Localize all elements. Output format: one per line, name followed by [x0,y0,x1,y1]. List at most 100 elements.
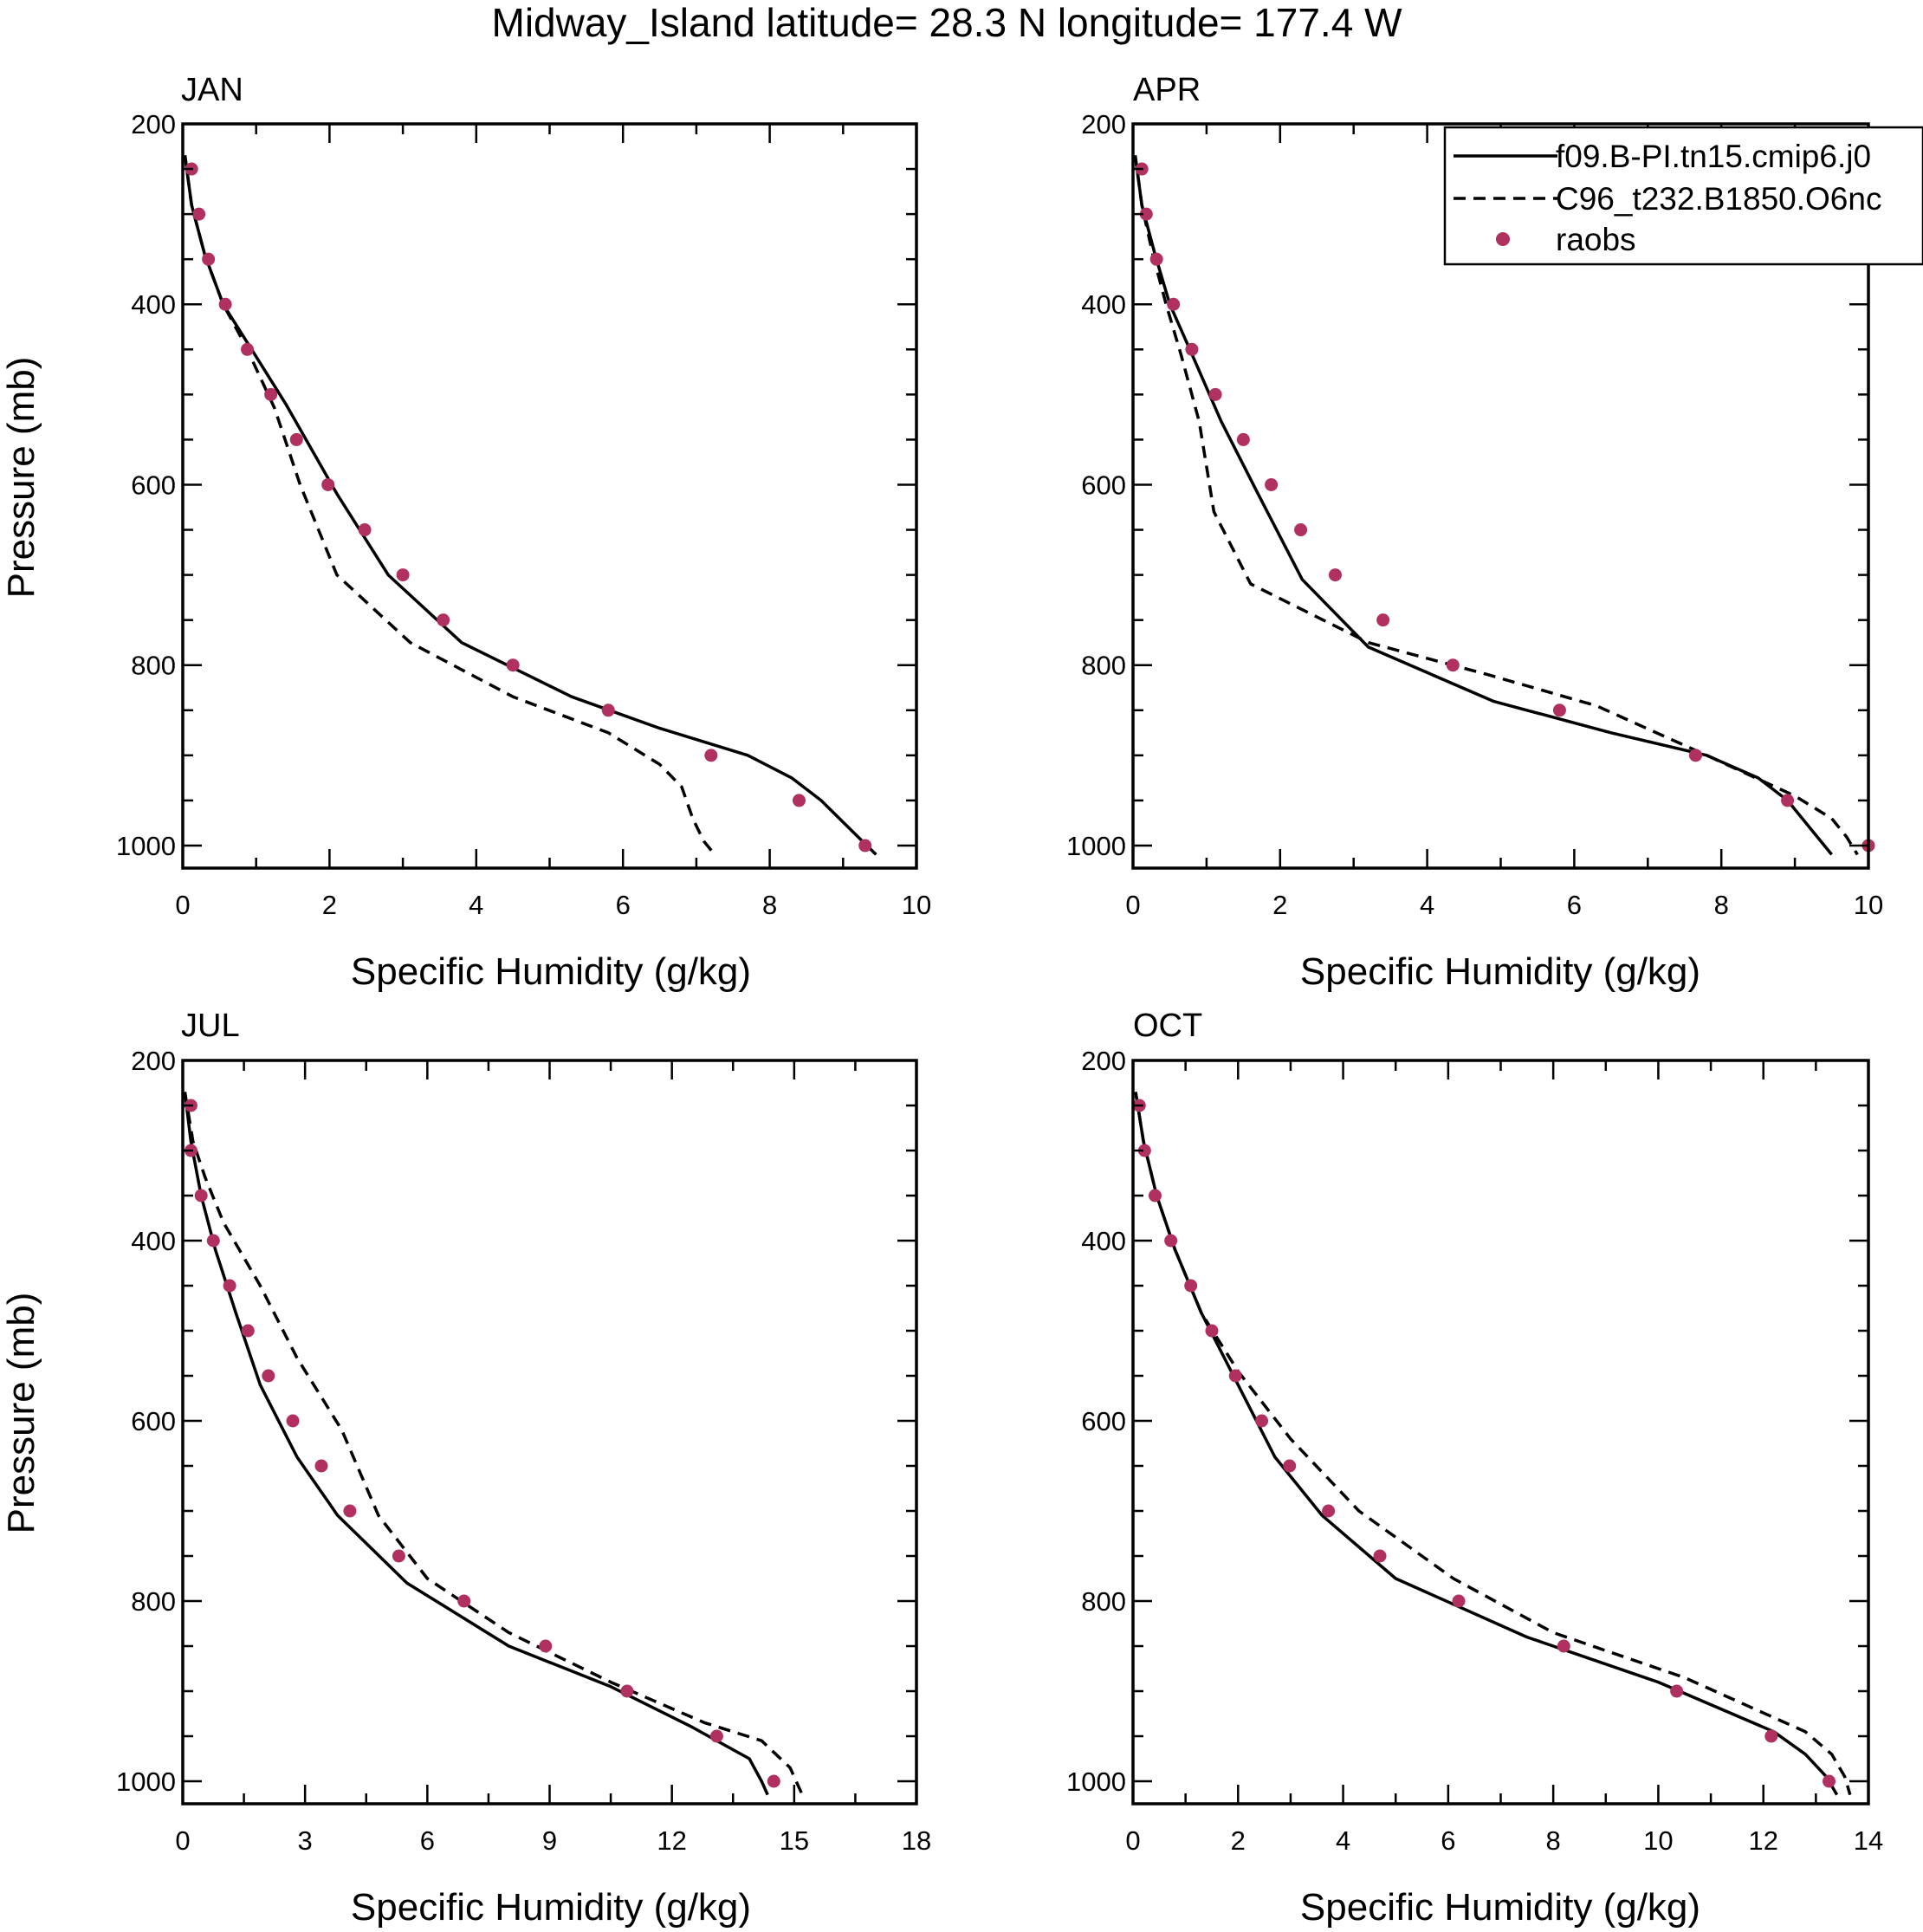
y-tick-label: 400 [1081,1226,1126,1256]
series-line-solid [1133,155,1833,856]
y-tick-label: 1000 [1066,831,1126,861]
plot-marks [1133,155,1875,856]
x-tick-label: 3 [298,1825,313,1856]
raobs-point [286,1414,300,1428]
panel-title: APR [1133,72,1201,108]
raobs-point [457,1594,471,1608]
y-tick-label: 800 [131,1586,176,1617]
x-tick-label: 14 [1854,1825,1883,1856]
x-tick-label: 8 [1714,890,1729,920]
x-tick-label: 0 [175,1825,190,1856]
x-tick-label: 2 [1272,890,1287,920]
y-tick-label: 200 [1081,109,1126,139]
raobs-point [1148,1189,1162,1203]
panel-title: JUL [181,1008,240,1044]
legend-label-marker: raobs [1556,222,1636,257]
y-tick-label: 400 [131,1226,176,1256]
raobs-point [264,387,278,401]
x-tick-label: 2 [1231,1825,1246,1856]
panel-title: JAN [181,72,243,108]
raobs-point [1167,297,1181,311]
y-tick-label: 400 [131,289,176,320]
plot-marks [183,1092,804,1796]
y-tick-label: 600 [131,470,176,500]
raobs-point [1552,703,1566,717]
raobs-point [1184,1279,1198,1293]
y-tick-label: 200 [131,1046,176,1076]
panel-oct: OCT 0 2 4 6 8 10 12 14 200 400 600 800 1000 Specific… [1066,1008,1883,1929]
x-tick-label: 15 [780,1825,809,1856]
series-line-solid [183,1092,769,1796]
raobs-point [1452,1594,1466,1608]
x-tick-label: 6 [1441,1825,1455,1856]
series-line-dashed [183,1092,804,1796]
raobs-point [1781,794,1795,807]
y-tick-label: 800 [1081,1586,1126,1617]
raobs-point [437,613,450,627]
x-tick-label: 18 [902,1825,931,1856]
raobs-point [1208,387,1222,401]
y-tick-label: 400 [1081,289,1126,320]
raobs-point [506,658,520,672]
raobs-point [1228,1369,1242,1383]
raobs-point [1185,342,1199,356]
y-tick-label: 1000 [1066,1767,1126,1797]
plot-frame [181,122,918,870]
x-tick-label: 4 [469,890,483,920]
legend-box [1443,126,1923,266]
x-tick-label: 8 [1546,1825,1561,1856]
x-axis-label: Specific Humidity (g/kg) [1300,1886,1700,1929]
panel-title: OCT [1133,1008,1202,1044]
x-tick-label: 10 [902,890,931,920]
x-tick-label: 0 [1125,890,1140,920]
x-axis-label: Specific Humidity (g/kg) [351,950,751,993]
x-tick-label: 10 [1643,1825,1673,1856]
raobs-point [704,749,718,762]
x-tick-label: 9 [542,1825,557,1856]
y-tick-label: 1000 [116,1767,176,1797]
tick-labels: 0 2 4 6 8 10 200 400 600 800 1000 [116,109,931,920]
x-tick-label: 6 [1567,890,1582,920]
raobs-point [1446,658,1460,672]
raobs-point [1376,613,1390,627]
plot-frame [181,1059,918,1806]
raobs-point [262,1369,275,1383]
raobs-point [1373,1549,1387,1563]
x-tick-label: 8 [762,890,777,920]
raobs-point [1255,1414,1269,1428]
plot-frame [1131,1059,1870,1806]
tick-labels: 0 2 4 6 8 10 12 14 200 400 600 800 1000 [1066,1046,1883,1856]
x-axis-label: Specific Humidity (g/kg) [1300,950,1700,993]
panel-apr: APR 0 2 4 6 8 10 200 400 600 800 1000 Specific Hum… [1066,72,1883,993]
raobs-point [1139,207,1153,221]
legend-label-dashed: C96_t232.B1850.O6nc [1556,181,1881,217]
raobs-point [1328,568,1342,582]
y-tick-label: 600 [1081,1406,1126,1436]
y-tick-label: 600 [131,1406,176,1436]
tick-labels: 0 3 6 9 12 15 18 200 400 600 800 1000 [116,1046,931,1856]
series-line-dashed [1133,155,1859,856]
x-tick-label: 6 [420,1825,435,1856]
x-tick-label: 0 [175,890,190,920]
x-axis-label: Specific Humidity (g/kg) [351,1886,751,1929]
raobs-point [218,297,232,311]
raobs-point [1149,252,1163,266]
y-tick-label: 1000 [116,831,176,861]
panel-jan: JAN 0 2 4 6 8 10 200 400 600 800 1000 Specific Hum… [0,72,931,993]
raobs-point [767,1774,780,1788]
x-tick-label: 12 [657,1825,686,1856]
y-tick-label: 200 [131,109,176,139]
raobs-point [343,1504,357,1518]
tick-labels: 0 2 4 6 8 10 200 400 600 800 1000 [1066,109,1883,920]
raobs-point [223,1279,236,1293]
raobs-point [1764,1729,1778,1743]
y-tick-label: 200 [1081,1046,1126,1076]
raobs-point [241,1324,255,1338]
raobs-point [194,1189,208,1203]
raobs-point [206,1234,220,1248]
raobs-point [1137,1144,1151,1157]
panel-jul: JUL 0 3 6 9 12 15 18 200 400 600 800 1000 Specific … [0,1008,931,1929]
raobs-point [321,477,335,491]
